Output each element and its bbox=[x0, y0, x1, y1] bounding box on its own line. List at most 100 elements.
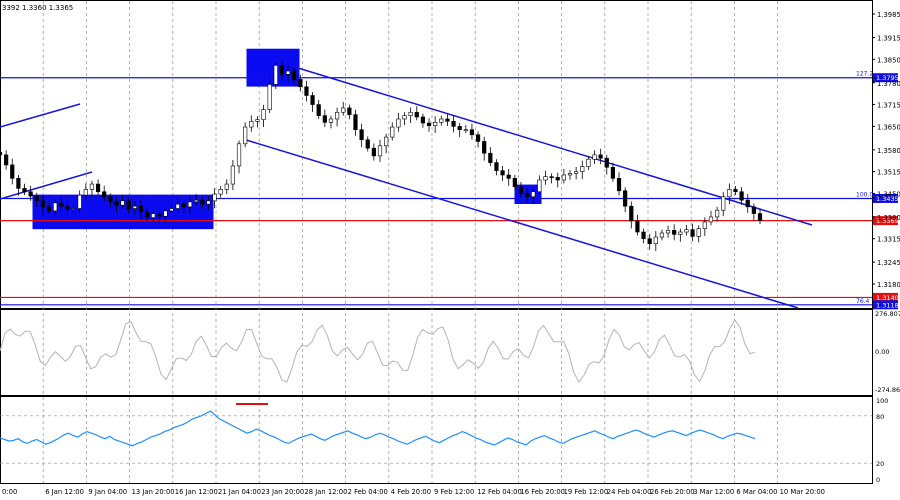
candle-body bbox=[659, 232, 665, 238]
x-tick-label: 3 Mar 12:00 bbox=[693, 488, 734, 496]
candle-body bbox=[623, 190, 628, 207]
rsi-indicator: 100 80 20 0 bbox=[0, 397, 888, 484]
candle-body bbox=[408, 111, 413, 116]
candle-body bbox=[230, 165, 236, 185]
candle-body bbox=[690, 229, 695, 237]
price-tick-label: 1.3985 bbox=[877, 11, 900, 19]
candle-body bbox=[549, 176, 554, 178]
candle-body bbox=[757, 213, 763, 221]
candle-body bbox=[236, 143, 242, 167]
candle-body bbox=[102, 191, 107, 198]
candle-body bbox=[494, 162, 499, 171]
x-tick-label: 13 Jan 20:00 bbox=[132, 488, 175, 496]
rsi-tick-label: 0 bbox=[876, 476, 880, 484]
candle-body bbox=[53, 202, 58, 212]
price-tick-label: 1.3450 bbox=[877, 190, 900, 198]
current-price-label-bg bbox=[873, 216, 898, 226]
candle-body bbox=[40, 200, 46, 208]
candle-body bbox=[586, 158, 591, 167]
candle-body bbox=[641, 231, 646, 240]
candle-body bbox=[218, 189, 223, 195]
candle-body bbox=[721, 196, 726, 211]
candle-body bbox=[181, 203, 186, 208]
price-tick-label: 1.3715 bbox=[877, 102, 900, 110]
candle-body bbox=[678, 231, 683, 235]
candle-body bbox=[132, 205, 137, 209]
candle-body bbox=[292, 70, 297, 80]
x-tick-label: 4 Feb 20:00 bbox=[391, 488, 431, 496]
candle-body bbox=[714, 209, 720, 218]
candle-body bbox=[353, 114, 358, 131]
left-lower-trendline bbox=[0, 171, 93, 200]
candle-body bbox=[506, 174, 511, 179]
candle-body bbox=[451, 121, 456, 127]
candle-body bbox=[151, 213, 156, 218]
candle-body bbox=[261, 109, 266, 120]
y-axis-labels: 1.3985 1.3915 1.3850 1.3780 1.3715 1.3650 1.35… bbox=[872, 11, 900, 289]
fib-127-label: 1.3795 bbox=[876, 74, 899, 82]
red-low-label-bg bbox=[873, 292, 898, 302]
candlestick-series bbox=[0, 60, 763, 252]
candle-body bbox=[647, 238, 652, 245]
candle-body bbox=[402, 115, 407, 120]
candle-body bbox=[83, 189, 88, 196]
candle-body bbox=[71, 208, 76, 210]
cci-tick-label: -274.865 bbox=[875, 386, 900, 394]
price-panel-frame bbox=[0, 0, 873, 309]
x-tick-label: 0:00 bbox=[2, 488, 17, 496]
fib-100-label-bg bbox=[873, 193, 898, 203]
x-tick-label: 6 Jan 12:00 bbox=[45, 488, 84, 496]
fib-76-label-bg bbox=[873, 300, 898, 310]
vertical-gridlines bbox=[42, 1, 778, 483]
cci-indicator: 276.8074 0.00 -274.865 bbox=[0, 310, 900, 394]
candle-body bbox=[616, 178, 622, 192]
candle-body bbox=[22, 188, 27, 193]
price-tick-label: 1.3780 bbox=[877, 80, 900, 88]
price-tick-label: 1.3315 bbox=[877, 236, 900, 244]
price-tick-label: 1.3515 bbox=[877, 169, 900, 177]
candle-body bbox=[249, 121, 254, 128]
candle-body bbox=[629, 205, 634, 222]
candle-body bbox=[316, 104, 321, 116]
candle-body bbox=[543, 176, 548, 181]
x-tick-label: 21 Jan 04:00 bbox=[218, 488, 261, 496]
candle-body bbox=[138, 205, 144, 213]
x-tick-label: 23 Jan 20:00 bbox=[261, 488, 304, 496]
price-tick-label: 1.3850 bbox=[877, 56, 900, 64]
candle-body bbox=[598, 154, 603, 159]
fib-127-fib-label: 127.2 bbox=[856, 71, 873, 78]
candle-body bbox=[739, 191, 744, 201]
rsi-tick-label: 100 bbox=[876, 397, 888, 405]
price-tick-label: 1.3180 bbox=[877, 281, 900, 289]
fib-100-fib-label: 100.0 bbox=[856, 191, 873, 198]
rsi-panel-frame bbox=[0, 396, 873, 484]
x-axis-labels: 0:00 6 Jan 12:00 9 Jan 04:00 13 Jan 20:00 16… bbox=[2, 488, 825, 496]
candle-body bbox=[212, 193, 217, 202]
candle-body bbox=[482, 141, 487, 154]
candle-body bbox=[267, 84, 272, 110]
candle-body bbox=[322, 115, 327, 123]
x-tick-label: 9 Feb 12:00 bbox=[434, 488, 474, 496]
box-jan-high bbox=[246, 48, 300, 87]
candle-body bbox=[126, 200, 131, 209]
candle-body bbox=[574, 171, 579, 174]
candle-body bbox=[163, 210, 168, 217]
candle-body bbox=[120, 200, 125, 206]
candle-body bbox=[194, 199, 199, 203]
candle-body bbox=[144, 211, 150, 218]
price-tick-label: 1.3915 bbox=[877, 34, 900, 42]
candle-body bbox=[169, 208, 174, 212]
candle-body bbox=[396, 118, 401, 128]
candle-body bbox=[524, 193, 530, 198]
candle-body bbox=[567, 173, 573, 176]
candle-body bbox=[500, 170, 505, 176]
candle-body bbox=[377, 145, 383, 157]
red-low-label: 1.3140 bbox=[876, 294, 899, 302]
candle-body bbox=[696, 228, 701, 237]
candle-body bbox=[77, 194, 82, 209]
rsi-line bbox=[0, 410, 756, 447]
candle-body bbox=[114, 201, 119, 206]
candle-body bbox=[457, 126, 462, 131]
cci-tick-label: 276.8074 bbox=[875, 310, 900, 318]
lower-channel-line bbox=[242, 138, 799, 309]
